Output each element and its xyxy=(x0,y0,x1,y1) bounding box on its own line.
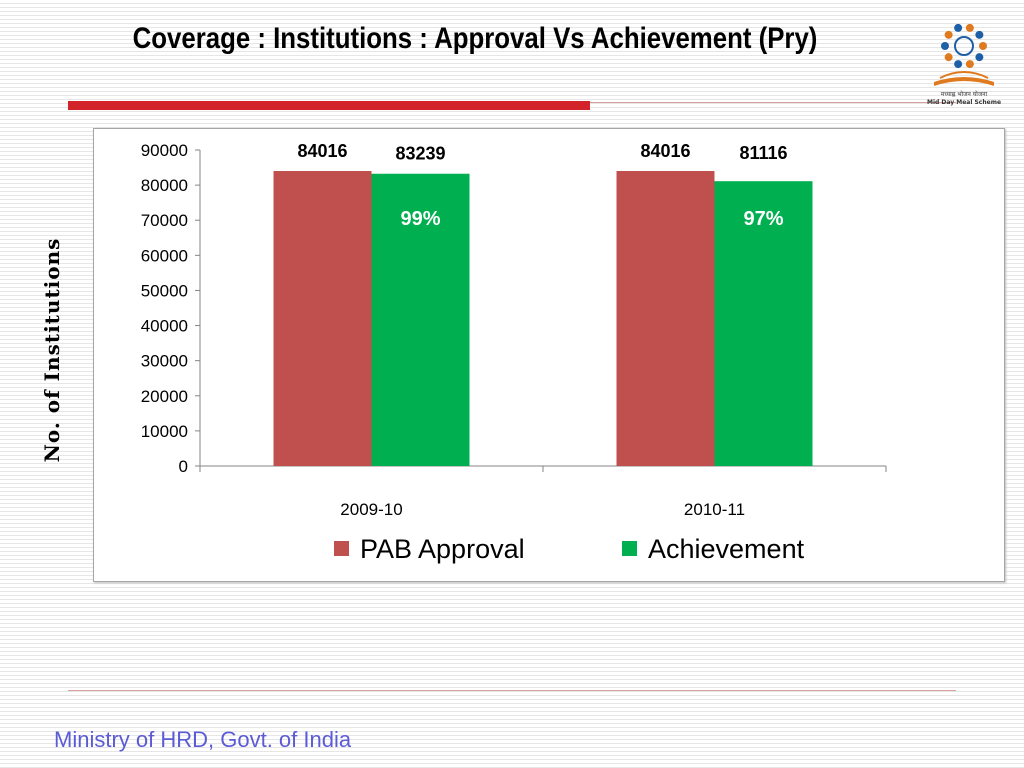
legend-label-achievement: Achievement xyxy=(648,534,805,564)
logo-figure xyxy=(941,42,949,50)
y-tick-label: 40000 xyxy=(141,317,188,336)
y-tick-label: 70000 xyxy=(141,211,188,230)
chart-frame: 0 10000 20000 30000 40000 50000 60000 70000 8000… xyxy=(93,128,1005,582)
logo-figure xyxy=(954,23,963,32)
title-underline-bar xyxy=(68,101,590,110)
logo-figure xyxy=(954,60,963,69)
bar-achievement xyxy=(371,173,470,466)
logo-figure xyxy=(979,42,987,50)
data-label: 84016 xyxy=(640,141,690,161)
data-label: 84016 xyxy=(297,141,347,161)
x-tick-label: 2009-10 xyxy=(340,500,402,519)
y-tick-label: 80000 xyxy=(141,176,188,195)
y-tick-label: 20000 xyxy=(141,387,188,406)
logo-figure xyxy=(975,53,984,62)
logo-figure xyxy=(944,30,953,39)
logo-figure xyxy=(965,23,974,32)
y-tick-label: 0 xyxy=(179,457,188,476)
logo-text-hindi: मध्याह्न भोजन योजना xyxy=(941,90,988,98)
achievement-percent-annotation: 97% xyxy=(743,208,783,230)
logo-figure xyxy=(975,30,984,39)
mid-day-meal-logo: मध्याह्न भोजन योजना Mid Day Meal Scheme xyxy=(926,16,1002,108)
y-tick-label: 10000 xyxy=(141,422,188,441)
footer-divider xyxy=(68,690,956,691)
logo-text-english: Mid Day Meal Scheme xyxy=(927,99,1001,106)
legend-swatch-pab-approval xyxy=(334,541,349,556)
title-underline-thin xyxy=(590,102,956,103)
logo-figure xyxy=(965,60,974,69)
x-tick-label: 2010-11 xyxy=(684,500,745,519)
y-tick-label: 60000 xyxy=(141,246,188,265)
legend-swatch-achievement xyxy=(622,541,637,556)
y-tick-label: 90000 xyxy=(141,141,188,160)
mid-day-meal-scheme-logo-icon: मध्याह्न भोजन योजना Mid Day Meal Scheme xyxy=(927,23,1001,106)
bar-pab-approval xyxy=(616,171,715,466)
bar-achievement xyxy=(714,181,813,466)
y-axis-label: No. of Institutions xyxy=(40,237,64,463)
logo-figure xyxy=(944,53,953,62)
data-label: 81116 xyxy=(739,143,787,163)
data-label: 83239 xyxy=(395,144,445,164)
y-tick-label: 30000 xyxy=(141,352,188,371)
bar-chart: 0 10000 20000 30000 40000 50000 60000 70000 8000… xyxy=(141,141,887,519)
footer-text: Ministry of HRD, Govt. of India xyxy=(54,727,352,752)
slide-title: Coverage : Institutions : Approval Vs Ac… xyxy=(132,22,818,55)
legend-label-pab-approval: PAB Approval xyxy=(360,534,525,564)
achievement-percent-annotation: 99% xyxy=(400,208,440,230)
bar-pab-approval xyxy=(273,171,372,466)
y-tick-label: 50000 xyxy=(141,281,188,300)
